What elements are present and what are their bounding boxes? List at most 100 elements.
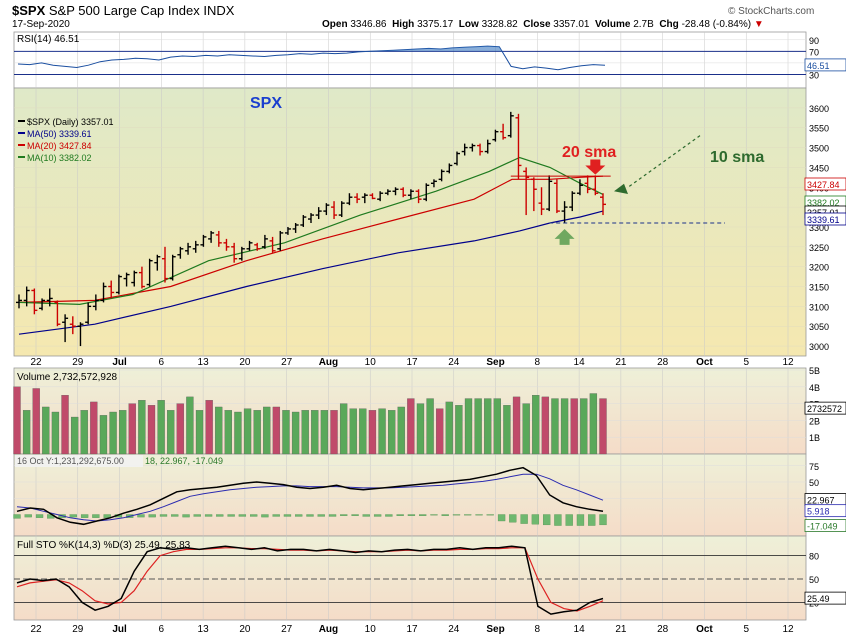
volume-bar <box>503 405 511 455</box>
macd-value-label-box <box>804 519 846 532</box>
annotation-20sma: 20 sma <box>562 144 616 161</box>
volume-bar <box>224 410 232 455</box>
macd-histogram-bar <box>576 514 585 526</box>
volume-bar <box>436 408 444 455</box>
x-tick-label: Aug <box>319 357 338 368</box>
green-up-arrow <box>554 228 575 245</box>
volume-tick: 1B <box>809 433 820 443</box>
price-legend-entry: $SPX (Daily) 3357.01 <box>27 117 114 127</box>
macd-histogram-bar <box>565 514 573 526</box>
macd-histogram-bar <box>554 514 562 526</box>
x-tick-label-bottom: 6 <box>159 624 165 635</box>
x-tick-label: 8 <box>535 357 541 368</box>
price-tick: 3100 <box>809 302 829 312</box>
volume-bar <box>291 411 300 455</box>
macd-histogram-bar <box>328 514 337 517</box>
index-name: S&P 500 Large Cap Index <box>48 3 200 18</box>
x-tick-label-bottom: 13 <box>198 624 210 635</box>
stochastic-tick: 80 <box>809 552 819 562</box>
x-tick-label-bottom: 17 <box>406 624 418 635</box>
x-tick-label: 17 <box>406 357 418 368</box>
macd-histogram-bar <box>238 514 247 517</box>
volume-bar <box>339 403 348 455</box>
volume-last-value: 2732572 <box>807 404 842 414</box>
x-tick-label: 14 <box>574 357 586 368</box>
price-label-box <box>804 177 846 191</box>
x-tick-label: 13 <box>198 357 210 368</box>
stochastic-k-line <box>16 545 604 615</box>
macd-histogram-bar <box>261 514 269 518</box>
x-tick-label-bottom: Oct <box>696 624 713 635</box>
macd-tooltip-bg <box>15 455 143 467</box>
price-tick: 3000 <box>809 342 829 352</box>
x-tick-label-bottom: 14 <box>574 624 586 635</box>
rsi-line <box>17 45 606 71</box>
legend-swatch <box>18 144 25 146</box>
price-tick: 3150 <box>809 283 829 293</box>
ma10-line <box>18 156 604 306</box>
red-down-arrow <box>585 159 606 175</box>
annotation-10sma: 10 sma <box>710 149 764 166</box>
macd-histogram-bar <box>599 514 607 526</box>
price-label: 3339.61 <box>807 215 840 225</box>
rsi-last-value: 46.51 <box>807 61 830 71</box>
macd-tooltip: 16 Oct Y:1,231,292,675.00 <box>17 456 124 466</box>
legend-swatch <box>18 156 25 158</box>
macd-histogram-bar <box>171 514 179 517</box>
legend-swatch <box>18 132 25 134</box>
x-tick-label-bottom: 8 <box>535 624 541 635</box>
macd-histogram-bar <box>588 514 596 526</box>
chart-date: 17-Sep-2020 <box>12 19 70 30</box>
volume-bar <box>541 396 550 455</box>
macd-histogram-bar <box>407 514 416 516</box>
macd-histogram-bar <box>103 514 111 518</box>
volume-bar <box>195 410 204 455</box>
volume-bar <box>109 411 117 455</box>
macd-histogram-bar <box>497 514 506 522</box>
price-panel <box>13 87 807 357</box>
spx-title: SPX <box>250 95 282 112</box>
volume-bar <box>464 398 473 455</box>
x-tick-label: Sep <box>486 357 504 368</box>
volume-bar <box>301 410 309 455</box>
rsi-overbought-fill <box>18 46 605 52</box>
macd-histogram-bar <box>182 514 190 518</box>
macd-histogram-bar <box>317 514 325 517</box>
volume-bar <box>186 396 194 455</box>
x-tick-label: 28 <box>657 357 669 368</box>
macd-histogram-bar <box>13 514 21 519</box>
x-tick-label-bottom: 24 <box>448 624 460 635</box>
legend-swatch <box>18 120 25 122</box>
volume-bar <box>349 408 357 455</box>
volume-bar <box>426 398 434 455</box>
rsi-panel <box>13 31 807 89</box>
volume-bar <box>243 408 252 455</box>
volume-bar <box>176 403 184 455</box>
volume-bar <box>272 406 281 455</box>
macd-histogram-bar <box>137 514 145 518</box>
volume-bar <box>32 388 40 455</box>
volume-bar <box>22 410 31 455</box>
price-legend-entry: MA(20) 3427.84 <box>27 141 92 151</box>
rsi-tick: 90 <box>809 36 819 46</box>
x-tick-label-bottom: Aug <box>319 624 338 635</box>
volume-bar <box>61 395 69 455</box>
stochastic-tick: 50 <box>809 575 819 585</box>
price-tick: 3550 <box>809 124 829 134</box>
macd-histogram-bar <box>148 514 156 518</box>
macd-histogram-bar <box>430 514 438 516</box>
x-tick-label: 20 <box>239 357 251 368</box>
volume-bar <box>589 393 598 455</box>
ma10-pointer-line <box>627 135 701 188</box>
macd-histogram-bar <box>250 514 258 517</box>
volume-bar <box>368 410 377 455</box>
x-tick-label-bottom: 20 <box>239 624 251 635</box>
macd-tick: 50 <box>809 478 819 488</box>
macd-histogram-bar <box>227 514 235 517</box>
volume-tick: 4B <box>809 383 820 393</box>
x-tick-label-bottom: 10 <box>365 624 377 635</box>
macd-histogram-bar <box>35 514 44 518</box>
x-tick-label: 10 <box>365 357 377 368</box>
x-tick-label-bottom: 27 <box>281 624 293 635</box>
